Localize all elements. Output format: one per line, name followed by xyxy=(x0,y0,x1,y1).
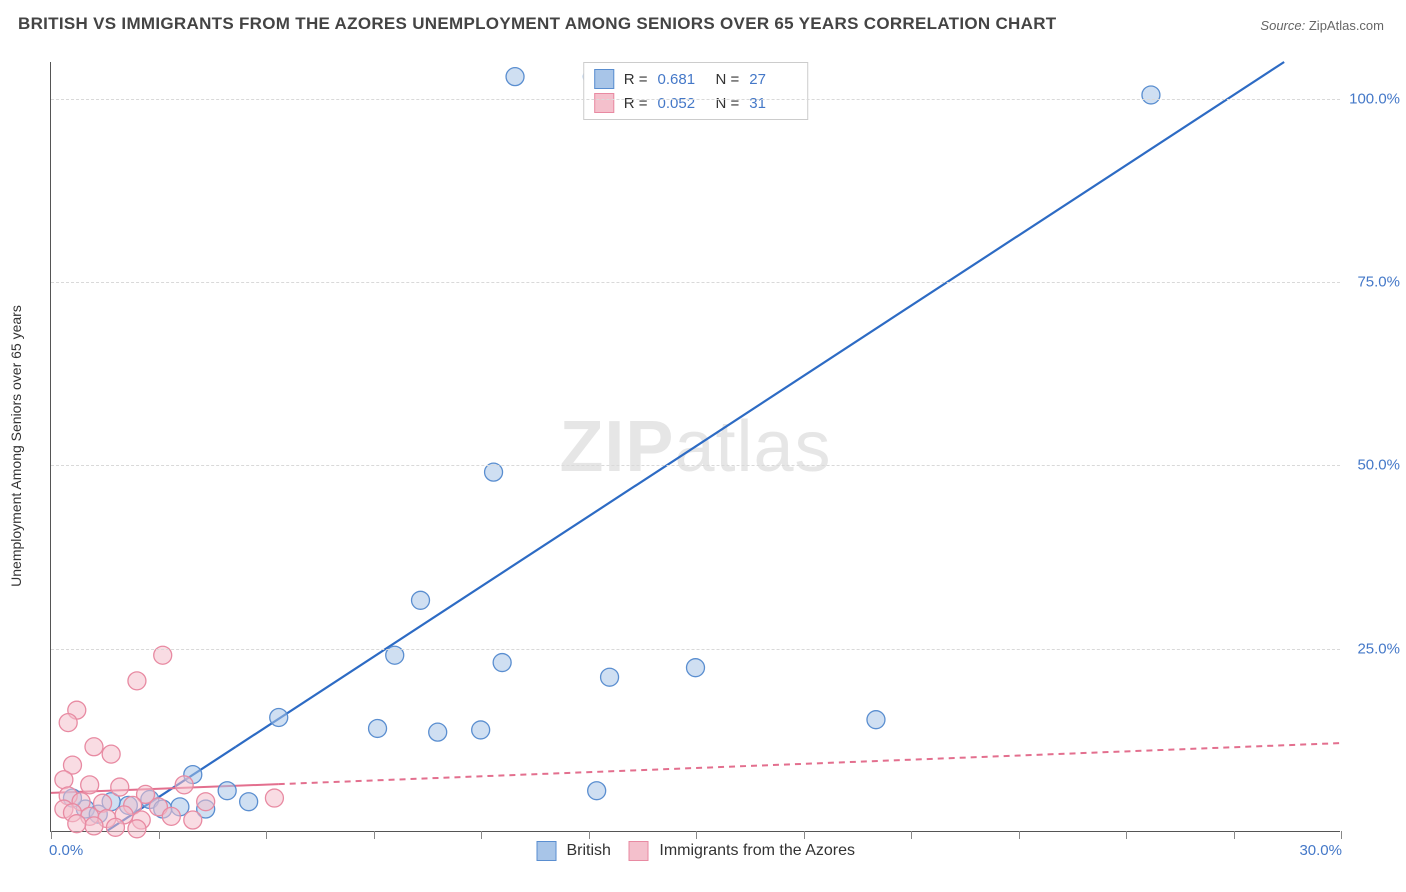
legend-item-azores: Immigrants from the Azores xyxy=(629,841,855,861)
data-point-British xyxy=(218,782,236,800)
x-tick xyxy=(589,831,590,839)
legend-swatch-british xyxy=(536,841,556,861)
x-tick xyxy=(1234,831,1235,839)
x-tick xyxy=(1019,831,1020,839)
x-tick xyxy=(266,831,267,839)
data-point-Azores xyxy=(184,811,202,829)
data-point-Azores xyxy=(85,817,103,835)
source-attribution: Source: ZipAtlas.com xyxy=(1260,18,1384,33)
x-tick xyxy=(51,831,52,839)
data-point-Azores xyxy=(197,793,215,811)
gridline xyxy=(51,99,1340,100)
data-point-Azores xyxy=(102,745,120,763)
source-label: Source: xyxy=(1260,18,1305,33)
chart-container: BRITISH VS IMMIGRANTS FROM THE AZORES UN… xyxy=(0,0,1406,892)
legend-n-value-british: 27 xyxy=(749,71,797,88)
data-point-British xyxy=(867,711,885,729)
legend-n-value-azores: 31 xyxy=(749,95,797,112)
chart-svg xyxy=(51,62,1340,831)
x-tick xyxy=(911,831,912,839)
legend-r-label: R = xyxy=(624,71,648,88)
legend-r-label: R = xyxy=(624,95,648,112)
legend-item-british: British xyxy=(536,841,611,861)
gridline xyxy=(51,282,1340,283)
x-tick xyxy=(1126,831,1127,839)
x-tick xyxy=(1341,831,1342,839)
x-tick-label-min: 0.0% xyxy=(49,842,83,859)
legend-r-value-azores: 0.052 xyxy=(658,95,706,112)
data-point-Azores xyxy=(128,820,146,838)
plot-area: ZIPatlas R = 0.681 N = 27 R = 0.052 N = … xyxy=(50,62,1340,832)
data-point-British xyxy=(1142,86,1160,104)
data-point-Azores xyxy=(59,714,77,732)
legend-n-label: N = xyxy=(716,95,740,112)
gridline xyxy=(51,465,1340,466)
y-axis-label: Unemployment Among Seniors over 65 years xyxy=(8,305,24,587)
data-point-British xyxy=(240,793,258,811)
legend-stats-row-azores: R = 0.052 N = 31 xyxy=(594,91,798,115)
legend-r-value-british: 0.681 xyxy=(658,71,706,88)
y-tick-label: 50.0% xyxy=(1357,457,1400,474)
x-tick xyxy=(804,831,805,839)
data-point-Azores xyxy=(265,789,283,807)
legend-series: British Immigrants from the Azores xyxy=(536,841,855,861)
y-tick-label: 100.0% xyxy=(1349,90,1400,107)
trend-line-British xyxy=(236,62,1284,747)
y-tick-label: 75.0% xyxy=(1357,274,1400,291)
data-point-Azores xyxy=(81,776,99,794)
trend-line-Azores xyxy=(279,743,1340,784)
legend-swatch-british xyxy=(594,69,614,89)
legend-swatch-azores xyxy=(629,841,649,861)
legend-label-azores: Immigrants from the Azores xyxy=(659,842,855,859)
data-point-British xyxy=(429,723,447,741)
data-point-British xyxy=(687,659,705,677)
data-point-British xyxy=(369,719,387,737)
y-tick-label: 25.0% xyxy=(1357,640,1400,657)
data-point-British xyxy=(472,721,490,739)
x-tick xyxy=(481,831,482,839)
x-tick xyxy=(374,831,375,839)
data-point-British xyxy=(506,68,524,86)
x-tick xyxy=(159,831,160,839)
gridline xyxy=(51,649,1340,650)
data-point-Azores xyxy=(175,776,193,794)
data-point-Azores xyxy=(55,771,73,789)
legend-stats-row-british: R = 0.681 N = 27 xyxy=(594,67,798,91)
data-point-Azores xyxy=(128,672,146,690)
data-point-Azores xyxy=(111,778,129,796)
data-point-British xyxy=(588,782,606,800)
chart-title: BRITISH VS IMMIGRANTS FROM THE AZORES UN… xyxy=(18,14,1056,34)
x-tick xyxy=(696,831,697,839)
data-point-Azores xyxy=(162,807,180,825)
legend-stats: R = 0.681 N = 27 R = 0.052 N = 31 xyxy=(583,62,809,120)
legend-label-british: British xyxy=(566,842,610,859)
data-point-British xyxy=(601,668,619,686)
data-point-British xyxy=(270,708,288,726)
legend-n-label: N = xyxy=(716,71,740,88)
x-tick-label-max: 30.0% xyxy=(1299,842,1342,859)
data-point-Azores xyxy=(68,815,86,833)
source-value: ZipAtlas.com xyxy=(1309,18,1384,33)
data-point-British xyxy=(493,654,511,672)
data-point-British xyxy=(412,591,430,609)
data-point-Azores xyxy=(106,818,124,836)
data-point-Azores xyxy=(85,738,103,756)
legend-swatch-azores xyxy=(594,93,614,113)
